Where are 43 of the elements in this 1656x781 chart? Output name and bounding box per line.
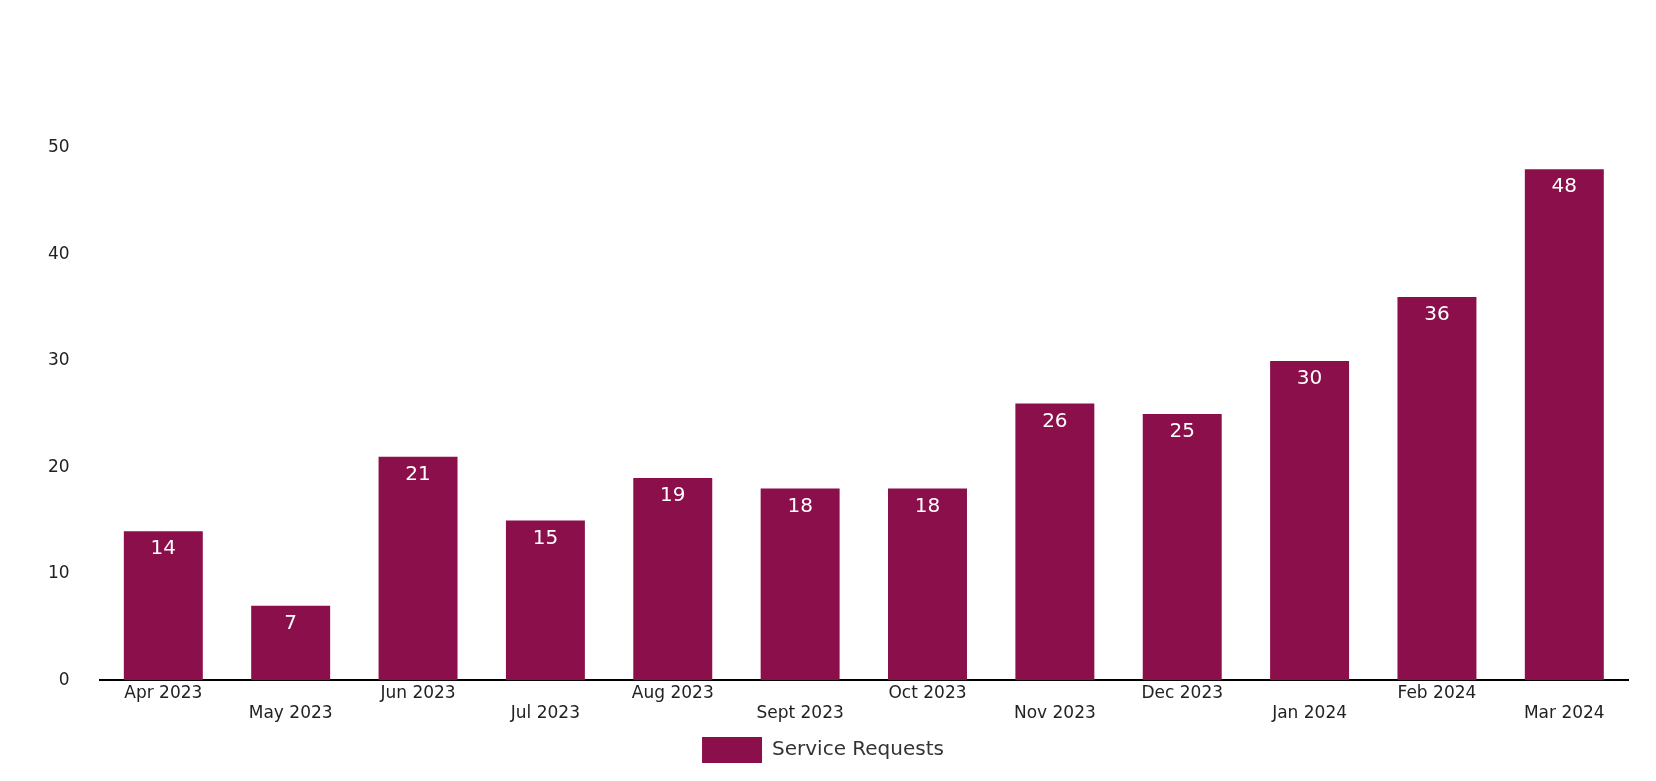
data-label: 19 [660, 482, 686, 507]
y-tick-label: 0 [58, 668, 70, 689]
bar [505, 520, 585, 681]
data-label: 18 [787, 492, 813, 517]
bar [1397, 297, 1477, 681]
x-tick-label: Feb 2024 [1397, 681, 1477, 702]
data-label: 7 [284, 609, 298, 634]
bar [888, 488, 967, 681]
x-tick-label: Dec 2023 [1141, 681, 1224, 702]
x-tick-label: Aug 2023 [631, 681, 714, 702]
data-label: 14 [150, 535, 177, 560]
data-label: 26 [1042, 407, 1068, 432]
y-tick-label: 20 [47, 455, 70, 476]
x-tick-label: Jun 2023 [379, 681, 456, 702]
x-tick-label: Mar 2024 [1523, 702, 1605, 723]
bar [251, 605, 331, 681]
bar [633, 477, 713, 681]
x-tick-label: Apr 2023 [124, 681, 203, 702]
data-label: 21 [405, 460, 431, 485]
y-tick-label: 40 [47, 242, 70, 263]
bar [1270, 360, 1350, 681]
data-label: 30 [1296, 365, 1323, 390]
bar [760, 488, 840, 681]
data-label: 48 [1551, 173, 1578, 198]
legend-label: Service Requests [772, 736, 944, 761]
bar [378, 456, 458, 681]
bar [123, 531, 203, 681]
x-tick-label: May 2023 [248, 702, 333, 723]
bar [1015, 403, 1095, 681]
data-label: 18 [914, 492, 941, 517]
y-tick-label: 30 [47, 349, 70, 370]
bar [1524, 169, 1604, 681]
x-tick-label: Nov 2023 [1013, 702, 1096, 723]
x-tick-label: Jul 2023 [509, 702, 580, 723]
data-label: 25 [1169, 418, 1195, 443]
y-tick-label: 50 [47, 136, 70, 157]
data-label: 36 [1424, 301, 1450, 326]
y-tick-label: 10 [47, 562, 70, 583]
x-tick-label: Oct 2023 [888, 681, 967, 702]
bar [1142, 414, 1222, 681]
data-label: 15 [532, 524, 559, 549]
x-tick-label: Jan 2024 [1271, 702, 1348, 723]
x-tick-label: Sept 2023 [756, 702, 844, 723]
